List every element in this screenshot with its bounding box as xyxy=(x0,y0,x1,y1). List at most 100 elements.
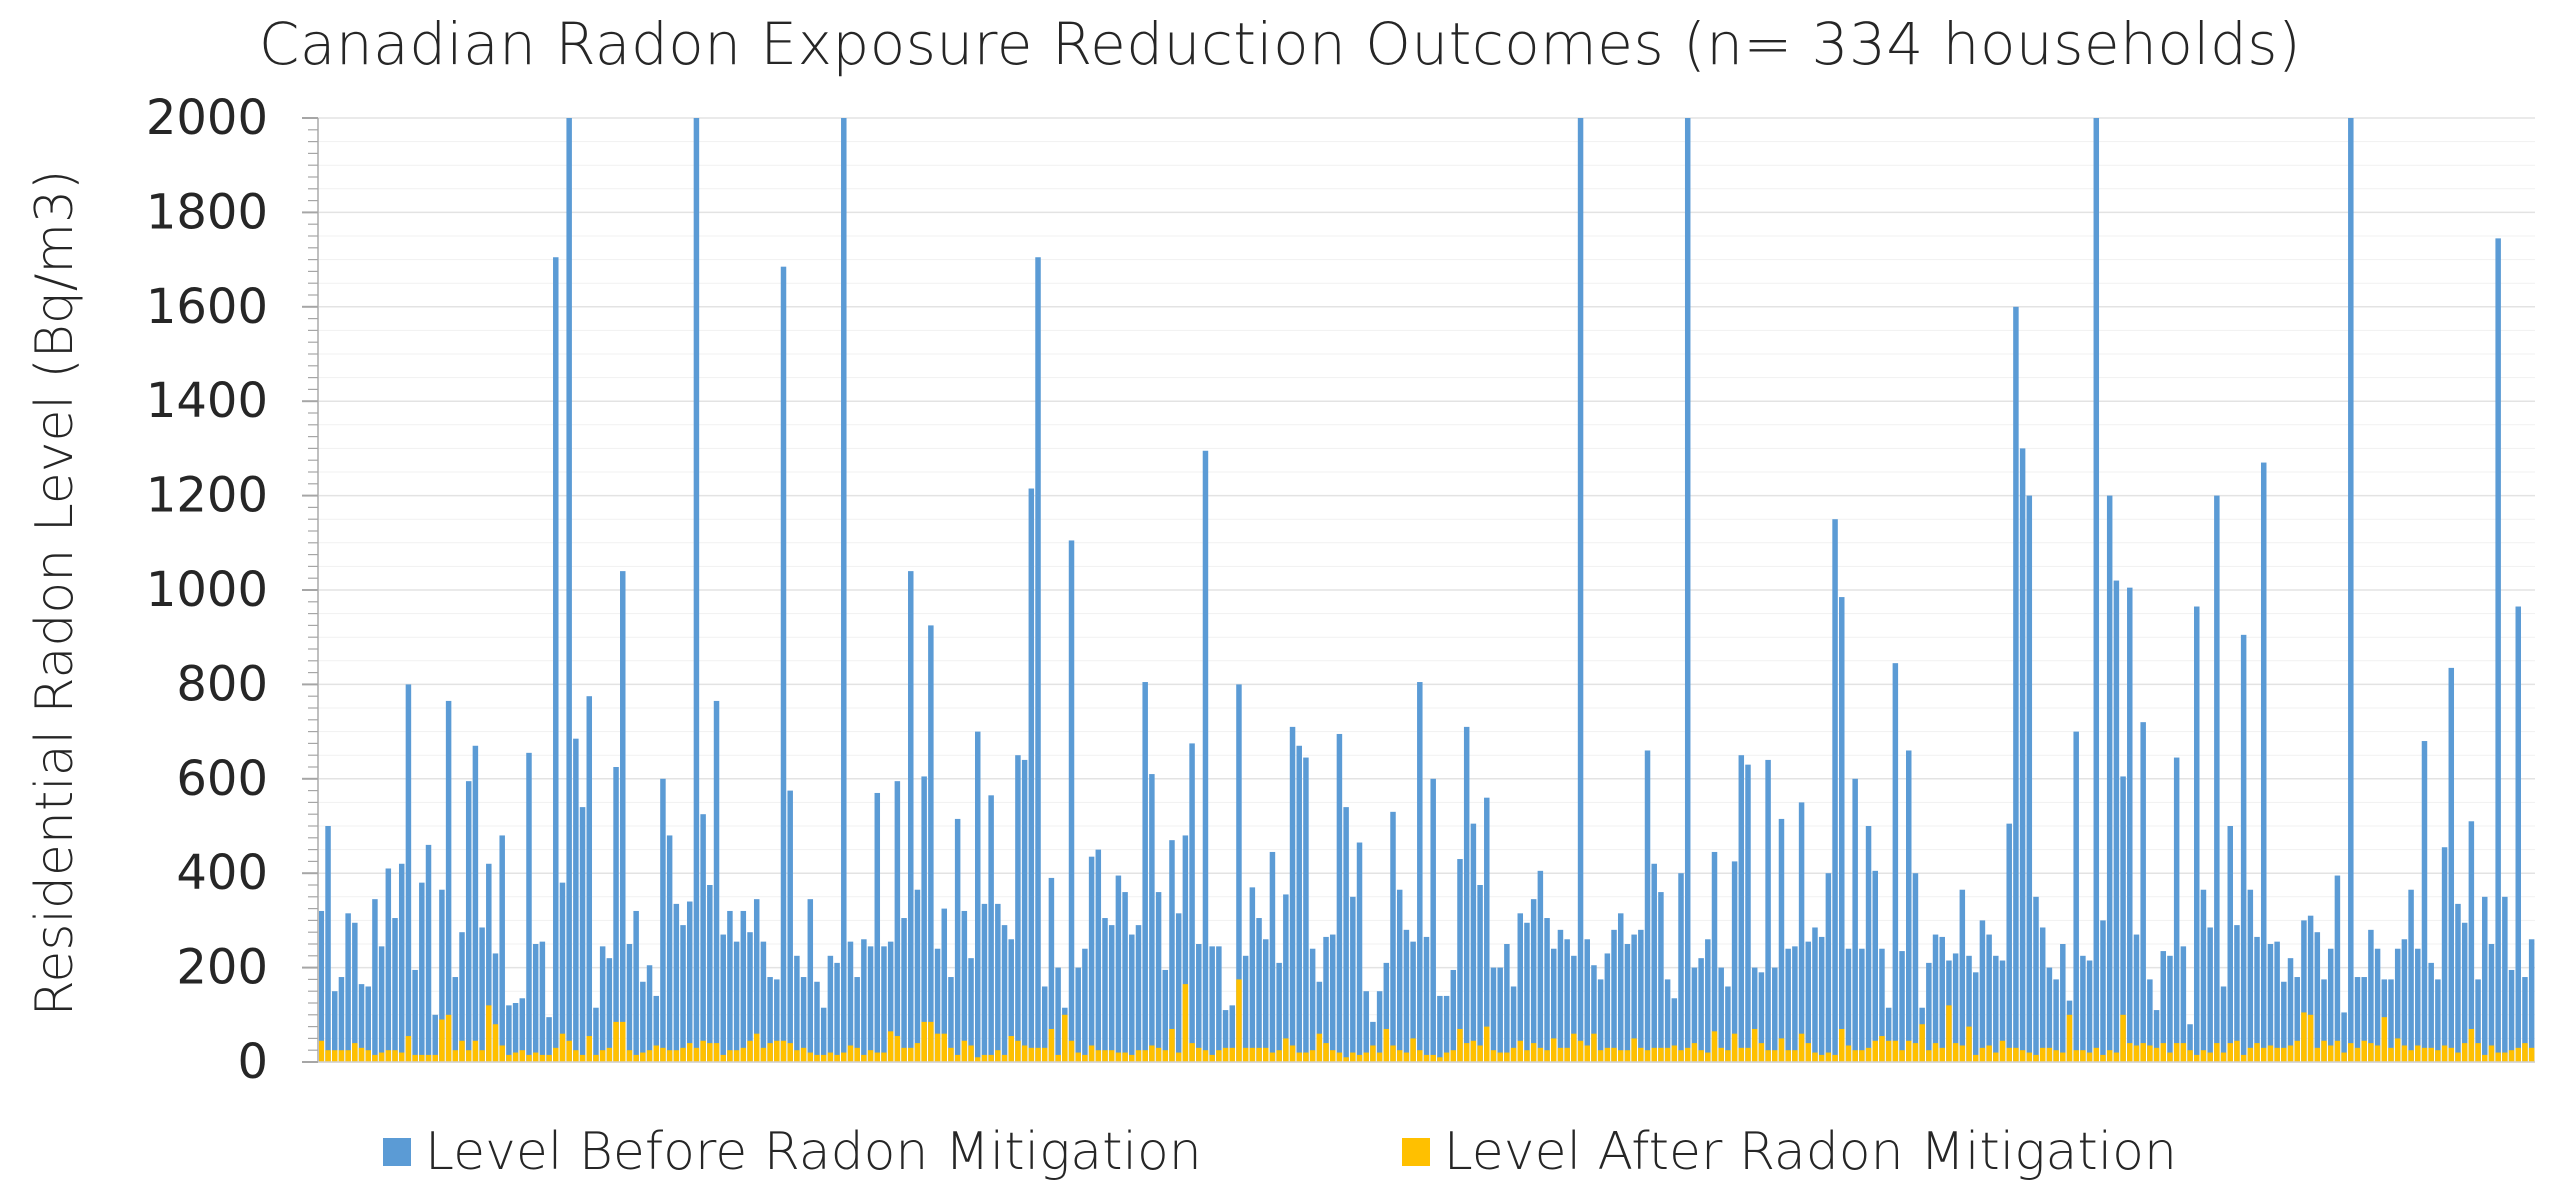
bar-before xyxy=(740,910,747,1062)
bar-after xyxy=(1035,1047,1041,1062)
bar-before xyxy=(1015,755,1021,1062)
bar-before xyxy=(673,903,680,1062)
bar-after xyxy=(814,1054,820,1062)
bar-before xyxy=(2100,920,2106,1062)
bar-after xyxy=(2053,1050,2059,1062)
bar-after xyxy=(1812,1052,1818,1062)
bar-after xyxy=(1805,1043,1812,1062)
bar-before xyxy=(2274,941,2280,1062)
bar-after xyxy=(881,1052,887,1062)
bar-after xyxy=(1095,1050,1102,1062)
bar-before xyxy=(1966,955,1972,1062)
bar-after xyxy=(1959,1045,1966,1062)
bar-after xyxy=(1343,1057,1349,1062)
bar-before xyxy=(519,998,526,1062)
bar-before xyxy=(633,910,639,1062)
bar-after xyxy=(1885,1040,1892,1062)
bar-after xyxy=(1564,1047,1570,1062)
bar-before xyxy=(1772,967,1778,1062)
bar-before xyxy=(1088,856,1095,1062)
bar-before xyxy=(981,903,988,1062)
bar-before xyxy=(2167,955,2173,1062)
bar-before xyxy=(1490,967,1497,1062)
bar-before xyxy=(1149,774,1155,1062)
bar-after xyxy=(787,1043,793,1062)
bar-after xyxy=(338,1050,345,1062)
bar-before xyxy=(1912,873,1919,1062)
bar-after xyxy=(2026,1052,2033,1062)
bar-after xyxy=(2455,1052,2461,1062)
bar-after xyxy=(1839,1028,1845,1062)
bar-before xyxy=(2374,948,2381,1062)
bar-after xyxy=(1209,1054,1215,1062)
bar-before xyxy=(814,981,820,1062)
bar-after xyxy=(720,1054,726,1062)
bar-after xyxy=(2495,1052,2501,1062)
bar-before xyxy=(921,776,927,1062)
bar-before xyxy=(1403,929,1410,1062)
bar-before xyxy=(479,927,485,1062)
bar-before xyxy=(2421,741,2428,1062)
bar-before xyxy=(1182,835,1189,1062)
bar-after xyxy=(1678,1050,1684,1062)
bar-after xyxy=(318,1040,325,1062)
bar-after xyxy=(1664,1047,1671,1062)
bar-before xyxy=(2053,979,2059,1062)
bar-before xyxy=(787,790,793,1062)
bar-before xyxy=(2301,920,2307,1062)
bar-after xyxy=(2294,1040,2300,1062)
bar-before xyxy=(780,266,787,1062)
bar-before xyxy=(1142,682,1148,1062)
bar-after xyxy=(2267,1045,2274,1062)
bars-group xyxy=(318,118,2535,1063)
bar-before xyxy=(961,910,968,1062)
legend-item-after: Level After Radon Mitigation xyxy=(1401,1122,2177,1182)
bar-before xyxy=(1229,1005,1236,1062)
bar-after xyxy=(1410,1038,1416,1062)
bar-after xyxy=(914,1043,921,1062)
bar-after xyxy=(1370,1045,1376,1062)
bar-after xyxy=(653,1045,659,1062)
bar-before xyxy=(653,995,659,1062)
bar-before xyxy=(2388,979,2394,1062)
bar-before xyxy=(1256,918,1262,1062)
bar-before xyxy=(646,965,653,1062)
bar-before xyxy=(1972,972,1979,1062)
bar-after xyxy=(2381,1017,2388,1062)
bar-after xyxy=(1008,1036,1014,1062)
bar-after xyxy=(553,1047,559,1062)
bar-before xyxy=(1845,948,1852,1062)
bar-after xyxy=(2374,1045,2381,1062)
bar-before xyxy=(358,984,365,1062)
bar-before xyxy=(1738,755,1745,1062)
bar-after xyxy=(1189,1043,1195,1062)
bar-before xyxy=(2348,118,2354,1062)
bar-before xyxy=(412,969,418,1062)
bar-after xyxy=(425,1054,432,1062)
bar-before xyxy=(506,1005,512,1062)
bar-after xyxy=(1082,1054,1088,1062)
bar-before xyxy=(1564,939,1570,1062)
bar-before xyxy=(1055,967,1061,1062)
bar-before xyxy=(345,913,351,1062)
bar-before xyxy=(1684,118,1691,1062)
bar-after xyxy=(2220,1052,2227,1062)
bar-after xyxy=(2187,1050,2193,1062)
bar-before xyxy=(2013,306,2019,1062)
bar-before xyxy=(2127,587,2133,1062)
y-tick-label: 2000 xyxy=(146,90,268,146)
bar-after xyxy=(968,1045,974,1062)
bar-before xyxy=(954,818,961,1062)
bar-before xyxy=(1329,934,1336,1062)
bar-before xyxy=(1196,944,1202,1062)
bar-after xyxy=(432,1054,438,1062)
bar-before xyxy=(1484,797,1490,1062)
bar-after xyxy=(1758,1043,1765,1062)
bar-before xyxy=(2428,962,2434,1062)
bar-before xyxy=(2307,915,2314,1062)
bar-after xyxy=(2274,1047,2280,1062)
bar-before xyxy=(1751,967,1758,1062)
bar-after xyxy=(1778,1038,1785,1062)
bar-after xyxy=(1631,1038,1637,1062)
bar-after xyxy=(512,1052,519,1062)
